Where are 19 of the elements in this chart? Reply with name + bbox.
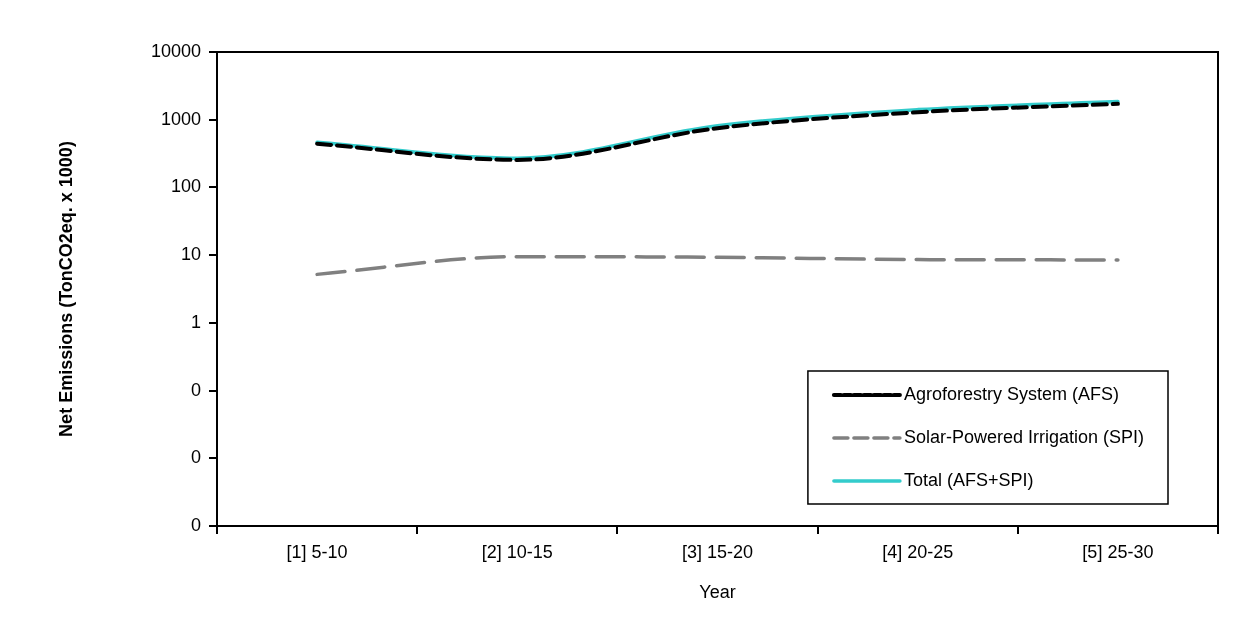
y-tick-label: 1 — [190, 311, 201, 332]
y-tick-label: 10000 — [150, 40, 201, 61]
x-tick-label: [4] 20-25 — [882, 541, 954, 562]
x-tick-label: [1] 5-10 — [286, 541, 348, 562]
x-tick-label: [5] 25-30 — [1082, 541, 1154, 562]
legend-label: Agroforestry System (AFS) — [903, 383, 1119, 404]
legend-label: Total (AFS+SPI) — [903, 469, 1034, 490]
legend-label: Solar-Powered Irrigation (SPI) — [903, 426, 1144, 447]
y-tick-label: 0 — [190, 514, 201, 535]
y-tick-label: 1000 — [160, 108, 201, 129]
y-tick-label: 100 — [170, 176, 201, 197]
x-tick-label: [3] 15-20 — [681, 541, 754, 562]
line-series — [315, 254, 1120, 277]
y-tick-label: 10 — [180, 244, 201, 265]
y-tick-label: 0 — [190, 447, 201, 468]
x-tick-label: [2] 10-15 — [481, 541, 553, 562]
x-axis-title: Year — [699, 582, 736, 603]
y-tick-label: 0 — [190, 379, 201, 400]
y-axis-title: Net Emissions (TonCO2eq. x 1000) — [55, 141, 76, 437]
